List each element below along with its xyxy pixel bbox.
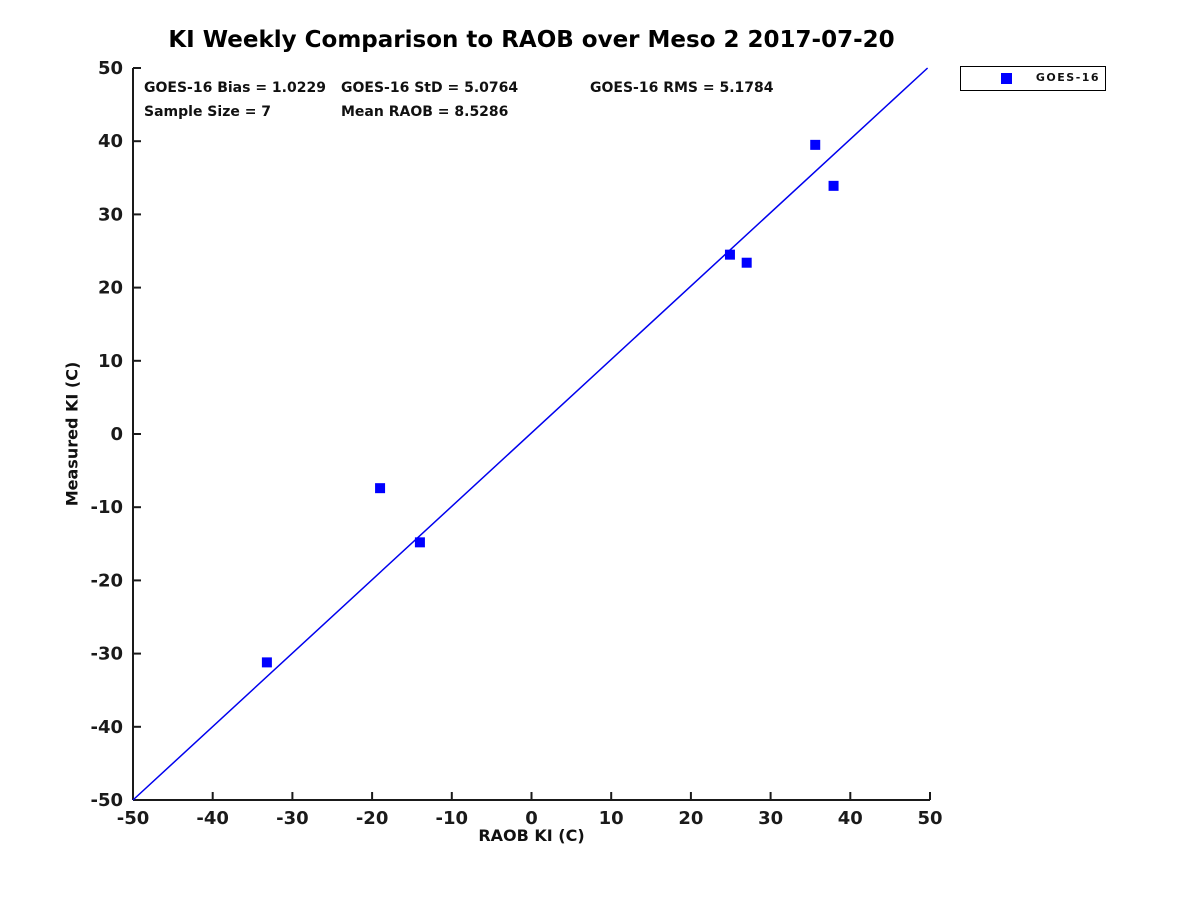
y-tick-label: 30 [98,204,123,225]
x-tick-label: 30 [758,808,783,829]
stat-mean-raob: Mean RAOB = 8.5286 [341,104,509,120]
x-tick-label: 40 [838,808,863,829]
x-tick-label: -30 [276,808,309,829]
legend-square-marker-icon [1001,73,1012,84]
stat-sample-size: Sample Size = 7 [144,104,272,120]
x-tick-label: 20 [678,808,703,829]
y-tick-label: -20 [90,570,123,591]
y-tick-label: 40 [98,131,123,152]
stat-bias: GOES-16 Bias = 1.0229 [144,80,326,96]
x-tick-label: 0 [525,808,538,829]
chart-title: KI Weekly Comparison to RAOB over Meso 2… [168,27,895,53]
data-point-marker [828,180,839,191]
x-axis-label: RAOB KI (C) [478,826,585,845]
stat-rms: GOES-16 RMS = 5.1784 [590,80,774,96]
y-tick-label: 50 [98,58,123,79]
stat-std: GOES-16 StD = 5.0764 [341,80,519,96]
y-tick-label: 0 [110,424,123,445]
x-tick-label: -10 [436,808,469,829]
y-tick-label: -50 [90,790,123,811]
legend-label: GOES-16 [1035,71,1101,84]
y-tick-label: -40 [90,717,123,738]
x-tick-label: -40 [196,808,229,829]
y-tick-label: -30 [90,644,123,665]
data-point-marker [375,483,386,494]
y-tick-label: 10 [98,351,123,372]
x-tick-label: -50 [117,808,150,829]
y-tick-label: 20 [98,278,123,299]
x-tick-label: 10 [599,808,624,829]
data-point-marker [414,537,425,548]
x-tick-label: 50 [917,808,942,829]
data-point-marker [261,657,272,668]
legend: GOES-16 [960,66,1106,91]
data-point-marker [724,249,735,260]
fit-line [132,67,929,801]
data-point-marker [810,139,821,150]
data-point-marker [741,257,752,268]
y-axis-label: Measured KI (C) [62,361,82,507]
x-tick-label: -20 [356,808,389,829]
y-tick-label: -10 [90,497,123,518]
